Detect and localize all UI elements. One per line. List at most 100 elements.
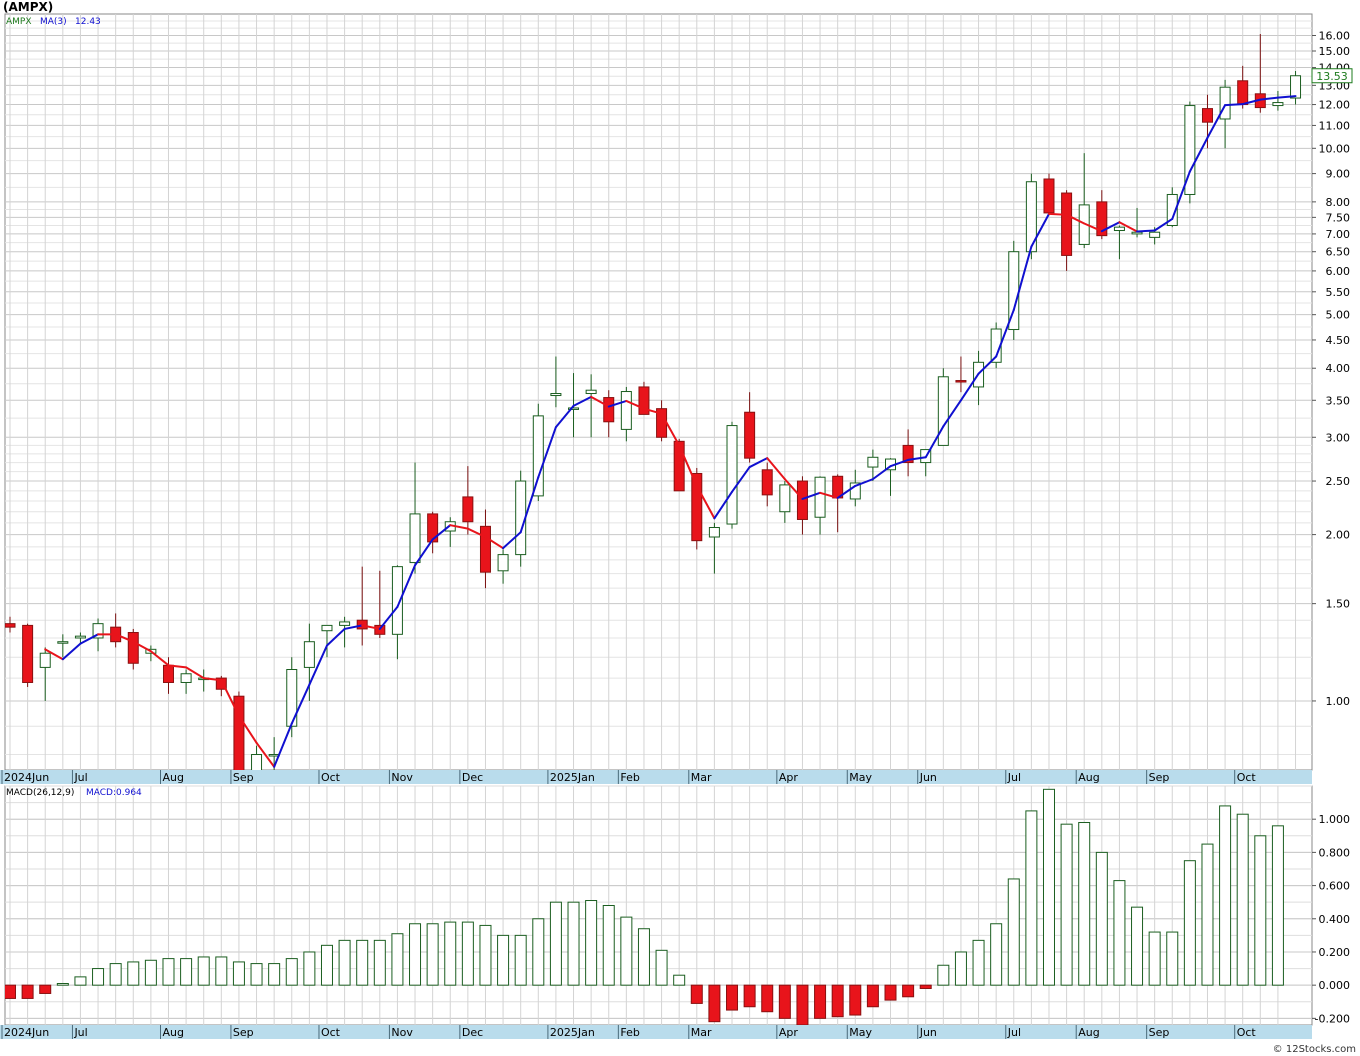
ma3-segment xyxy=(290,683,311,725)
macd-y-axis: 1.000 0.800 0.600 0.400 0.200 0.000 -0.200 xyxy=(1312,813,1350,1025)
ma3-segment xyxy=(607,399,628,408)
macd-bar-positive xyxy=(250,963,263,986)
price-tick-label: 16.00 xyxy=(1319,30,1351,43)
macd-bars xyxy=(5,788,1284,1025)
macd-bar-positive xyxy=(549,901,562,986)
ma3-segment xyxy=(959,372,980,402)
macd-bar-negative xyxy=(39,984,52,994)
macd-bar-positive xyxy=(972,939,985,986)
price-tick-label: 3.50 xyxy=(1326,394,1351,407)
candle-down xyxy=(427,513,439,543)
ma3-segment xyxy=(449,524,469,530)
macd-bar-positive xyxy=(1131,906,1144,986)
ma3-segment xyxy=(1224,103,1244,107)
ma3-segment xyxy=(79,633,100,645)
legend-macd-value: MACD:0.964 xyxy=(86,788,142,798)
macd-bar-negative xyxy=(726,984,739,1011)
price-tick-label: 10.00 xyxy=(1319,142,1351,155)
ma3-segment xyxy=(149,650,170,667)
candle-up xyxy=(1272,102,1284,107)
ma3-segment xyxy=(1136,229,1156,233)
ma3-segment xyxy=(202,677,223,682)
price-tick-label: 5.50 xyxy=(1326,286,1351,299)
macd-bar-negative xyxy=(21,984,34,999)
ma3-segment xyxy=(731,466,751,493)
macd-bar-negative xyxy=(778,984,791,1019)
macd-bar-positive xyxy=(1236,813,1249,986)
price-grid xyxy=(5,14,1312,770)
candle-up xyxy=(409,513,421,564)
candle-up xyxy=(339,621,351,626)
x-axis-label: Jul xyxy=(1007,1026,1021,1039)
candle-up xyxy=(1219,86,1231,120)
ma3-segment xyxy=(1276,95,1297,99)
macd-bar-positive xyxy=(426,923,439,986)
candle-up xyxy=(867,456,879,468)
ma3-segment xyxy=(502,531,522,550)
candle-down xyxy=(673,440,685,492)
x-axis-label: Jun xyxy=(919,771,937,784)
macd-bar-positive xyxy=(197,956,210,986)
candle-down xyxy=(638,386,650,415)
macd-bar-positive xyxy=(673,974,686,986)
macd-bar-positive xyxy=(1148,931,1161,986)
macd-bar-positive xyxy=(162,958,175,986)
macd-bar-positive xyxy=(1201,843,1214,986)
x-axis-label: Jun xyxy=(919,1026,937,1039)
ma3-segment xyxy=(766,457,786,481)
macd-bar-positive xyxy=(514,934,527,986)
macd-bar-positive xyxy=(285,958,298,986)
macd-bar-positive xyxy=(637,928,650,986)
candle-up xyxy=(620,391,632,430)
candle-up xyxy=(497,554,509,572)
ma3-segment xyxy=(61,642,82,661)
candle-up xyxy=(726,425,738,525)
price-panel xyxy=(4,13,1313,771)
legend-ma-label: MA(3) xyxy=(40,17,67,27)
x-axis-label: Nov xyxy=(391,1026,413,1039)
x-axis-label: Dec xyxy=(462,771,483,784)
macd-bar-positive xyxy=(92,968,105,986)
ma3-segment xyxy=(660,412,681,447)
macd-bar-positive xyxy=(1095,851,1108,986)
ma3-segment xyxy=(1188,136,1209,173)
candle-up xyxy=(39,652,51,668)
price-x-axis-labels: 2024Jun Jul Aug Sep Oct Nov Dec 2025Jan Feb Mar Ap… xyxy=(1,770,1256,784)
x-axis-label: Mar xyxy=(691,771,712,784)
price-tick-label: 12.00 xyxy=(1319,99,1351,112)
candle-up xyxy=(286,669,298,727)
x-axis-label: Sep xyxy=(1149,771,1170,784)
macd-tick-label: 0.800 xyxy=(1319,846,1351,859)
ma3-segment xyxy=(572,395,593,407)
price-y-axis: 16.0015.0014.0013.0012.0011.0010.009.008… xyxy=(1312,30,1350,708)
macd-bar-negative xyxy=(884,984,897,1001)
macd-bar-positive xyxy=(1219,805,1232,986)
ma3-segment xyxy=(1171,170,1191,220)
x-axis-label: Apr xyxy=(779,1026,799,1039)
chart-title: (AMPX) xyxy=(3,0,53,14)
price-tick-label: 4.00 xyxy=(1326,362,1351,375)
x-axis-label: Oct xyxy=(1237,1026,1257,1039)
macd-bar-positive xyxy=(1078,822,1091,986)
x-axis-label: Oct xyxy=(321,1026,341,1039)
ma3-segment xyxy=(836,484,857,499)
ma3-segment xyxy=(414,538,434,567)
ma3-segment xyxy=(361,624,381,630)
candle-up xyxy=(550,393,562,397)
ma3-segment xyxy=(114,633,135,643)
ma3-segment xyxy=(167,664,188,669)
ma3-segment xyxy=(1047,212,1068,216)
price-tick-label: 5.00 xyxy=(1326,309,1351,322)
ma3-segment xyxy=(590,395,610,408)
legend-ma-value: 12.43 xyxy=(75,17,101,27)
x-axis-label: 2025Jan xyxy=(550,1026,595,1039)
candle-up xyxy=(708,526,720,538)
x-axis-label: Dec xyxy=(462,1026,483,1039)
macd-bar-positive xyxy=(373,939,386,986)
x-axis-label: Aug xyxy=(1078,771,1099,784)
macd-bar-positive xyxy=(937,964,950,986)
price-tick-label: 7.50 xyxy=(1326,211,1351,224)
macd-bar-negative xyxy=(814,984,827,1019)
x-axis-label: Apr xyxy=(779,771,799,784)
ma3-segment xyxy=(854,478,874,487)
